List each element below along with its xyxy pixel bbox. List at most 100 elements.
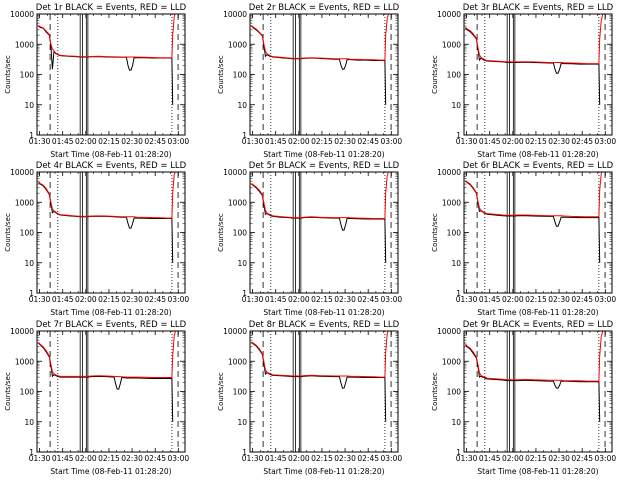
x-tick-label: 03:00 (595, 454, 617, 463)
series-lld-line (38, 14, 176, 59)
y-tick-label: 100 (233, 388, 248, 397)
x-tick-label: 02:00 (288, 295, 310, 304)
x-tick-label: 02:00 (502, 454, 524, 463)
x-tick-label: 02:30 (548, 137, 570, 146)
series-lld-line (251, 331, 389, 378)
panel-title: Det 5r BLACK = Events, RED = LLD (249, 161, 400, 171)
plot-frame (249, 171, 399, 294)
y-tick-label: 100 (447, 229, 462, 238)
panel-title: Det 2r BLACK = Events, RED = LLD (249, 3, 400, 13)
y-axis-label: Counts/sec (431, 213, 439, 252)
x-tick-label: 02:30 (334, 295, 356, 304)
y-tick-label: 10000 (223, 168, 247, 177)
x-axis-label: Start Time (08-Feb-11 01:28:20) (263, 150, 384, 159)
panel-det-1r: Det 1r BLACK = Events, RED = LLD Start Ti… (4, 3, 189, 159)
x-tick-label: 02:45 (144, 137, 166, 146)
y-tick-label: 1000 (228, 357, 247, 366)
x-tick-label: 01:45 (265, 454, 287, 463)
plot-frame (36, 330, 186, 453)
y-tick-label: 1000 (442, 40, 461, 49)
x-tick-label: 03:00 (168, 454, 190, 463)
y-tick-label: 10 (237, 418, 247, 427)
panel-det-4r: Det 4r BLACK = Events, RED = LLD Start Ti… (4, 161, 189, 317)
x-axis-label: Start Time (08-Feb-11 01:28:20) (263, 467, 384, 476)
x-tick-label: 01:45 (265, 137, 287, 146)
series-lld-line (251, 14, 389, 61)
y-tick-label: 1 (29, 131, 34, 140)
x-tick-label: 03:00 (381, 295, 403, 304)
panel-det-3r: Det 3r BLACK = Events, RED = LLD Start Ti… (431, 3, 616, 159)
y-tick-label: 1000 (442, 198, 461, 207)
panel-title: Det 4r BLACK = Events, RED = LLD (36, 161, 187, 171)
plot-frame (36, 13, 186, 136)
panel-det-9r: Det 9r BLACK = Events, RED = LLD Start Ti… (431, 320, 616, 476)
y-tick-label: 100 (20, 388, 35, 397)
y-tick-label: 1000 (228, 198, 247, 207)
series-events-line (38, 342, 174, 422)
x-tick-label: 01:30 (242, 137, 264, 146)
x-tick-label: 02:30 (121, 295, 143, 304)
x-axis-label: Start Time (08-Feb-11 01:28:20) (263, 308, 384, 317)
y-tick-label: 10000 (10, 10, 34, 19)
plot-frame (463, 330, 613, 453)
y-tick-label: 100 (233, 229, 248, 238)
x-tick-label: 01:30 (29, 454, 51, 463)
plot-frame (463, 13, 613, 136)
x-tick-label: 01:45 (479, 295, 501, 304)
panel-title: Det 1r BLACK = Events, RED = LLD (36, 3, 187, 13)
y-axis-label: Counts/sec (217, 213, 225, 252)
x-tick-label: 02:30 (548, 454, 570, 463)
x-tick-label: 01:30 (242, 295, 264, 304)
y-tick-label: 1 (29, 289, 34, 298)
y-tick-label: 100 (233, 71, 248, 80)
x-tick-label: 01:30 (29, 137, 51, 146)
panel-det-2r: Det 2r BLACK = Events, RED = LLD Start Ti… (217, 3, 402, 159)
panel-title: Det 6r BLACK = Events, RED = LLD (463, 161, 614, 171)
series-lld-line (465, 172, 603, 218)
y-tick-label: 100 (447, 388, 462, 397)
x-tick-label: 02:15 (525, 454, 547, 463)
x-tick-label: 02:45 (357, 137, 379, 146)
x-axis-label: Start Time (08-Feb-11 01:28:20) (50, 467, 171, 476)
x-tick-label: 02:00 (288, 137, 310, 146)
x-tick-label: 01:45 (52, 454, 74, 463)
y-axis-label: Counts/sec (4, 213, 12, 252)
y-tick-label: 1 (242, 448, 247, 457)
y-tick-label: 1000 (228, 40, 247, 49)
y-tick-label: 1000 (15, 198, 34, 207)
y-axis-label: Counts/sec (217, 372, 225, 411)
panel-det-5r: Det 5r BLACK = Events, RED = LLD Start Ti… (217, 161, 402, 317)
x-tick-label: 02:45 (571, 137, 593, 146)
y-tick-label: 10 (237, 101, 247, 110)
plot-frame (463, 171, 613, 294)
x-tick-label: 02:30 (121, 137, 143, 146)
series-lld-line (465, 331, 605, 382)
y-tick-label: 10 (24, 259, 34, 268)
x-tick-label: 02:30 (548, 295, 570, 304)
panel-title: Det 3r BLACK = Events, RED = LLD (463, 3, 614, 13)
y-tick-label: 1000 (15, 40, 34, 49)
y-tick-label: 1 (456, 289, 461, 298)
panel-det-7r: Det 7r BLACK = Events, RED = LLD Start Ti… (4, 320, 189, 476)
x-tick-label: 02:45 (571, 295, 593, 304)
y-tick-label: 10000 (10, 168, 34, 177)
x-tick-label: 02:45 (144, 454, 166, 463)
x-tick-label: 01:45 (52, 137, 74, 146)
y-axis-label: Counts/sec (431, 55, 439, 94)
x-tick-label: 02:00 (502, 295, 524, 304)
x-tick-label: 02:00 (75, 137, 97, 146)
x-tick-label: 01:30 (29, 295, 51, 304)
x-tick-label: 02:15 (98, 295, 120, 304)
x-tick-label: 01:45 (479, 137, 501, 146)
x-tick-label: 01:45 (265, 295, 287, 304)
x-tick-label: 02:45 (357, 454, 379, 463)
y-tick-label: 10 (24, 418, 34, 427)
x-tick-label: 02:00 (75, 454, 97, 463)
y-tick-label: 1000 (442, 357, 461, 366)
y-axis-label: Counts/sec (4, 55, 12, 94)
y-tick-label: 10000 (10, 327, 34, 336)
y-axis-label: Counts/sec (217, 55, 225, 94)
x-tick-label: 02:45 (571, 454, 593, 463)
